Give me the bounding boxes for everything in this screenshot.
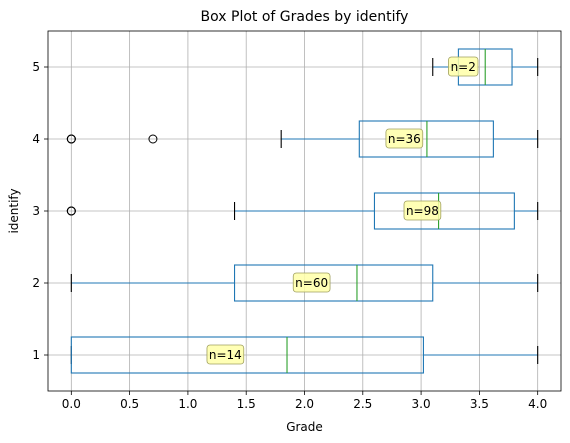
x-axis-label: Grade: [286, 420, 323, 434]
iqr-box: [373, 192, 515, 230]
outlier-point: [66, 206, 76, 216]
outlier-point: [66, 134, 76, 144]
y-tick-label: 5: [32, 60, 40, 74]
box-series: n=14 n=60 n=98 n=36 n=2: [66, 48, 539, 374]
x-tick-label: 2.5: [353, 397, 372, 411]
box-group-1: n=14: [70, 336, 539, 374]
iqr-box: [233, 264, 434, 302]
count-annotation-label: n=14: [209, 348, 242, 362]
box-group-5: n=2: [432, 48, 539, 86]
count-annotation-label: n=60: [295, 276, 328, 290]
count-annotation-box: [206, 344, 245, 365]
count-annotation-box: [403, 200, 442, 221]
y-tick-label: 1: [32, 348, 40, 362]
count-annotation-label: n=2: [451, 60, 476, 74]
x-tick-label: 1.5: [237, 397, 256, 411]
axis-ticks: 0.0 0.5 1.0 1.5 2.0 2.5 3.0 3.5 4.0 1 2 3 4 5: [32, 60, 547, 411]
x-tick-label: 3.5: [470, 397, 489, 411]
y-tick-label: 4: [32, 132, 40, 146]
chart-title: Box Plot of Grades by identify: [201, 9, 409, 25]
x-tick-label: 2.0: [295, 397, 314, 411]
box-group-4: n=36: [66, 120, 539, 158]
x-tick-label: 0.0: [62, 397, 81, 411]
count-annotation-label: n=36: [388, 132, 421, 146]
count-annotation-box: [448, 56, 479, 77]
y-tick-label: 2: [32, 276, 40, 290]
x-tick-label: 3.0: [412, 397, 431, 411]
y-tick-label: 3: [32, 204, 40, 218]
count-annotation-label: n=98: [406, 204, 439, 218]
count-annotation-box: [292, 272, 331, 293]
x-tick-label: 1.0: [178, 397, 197, 411]
box-group-2: n=60: [70, 264, 539, 302]
iqr-box: [70, 336, 424, 374]
iqr-box: [358, 120, 494, 158]
x-tick-label: 4.0: [528, 397, 547, 411]
box-group-3: n=98: [66, 192, 539, 230]
x-tick-label: 0.5: [120, 397, 139, 411]
outlier-point: [148, 134, 158, 144]
y-axis-label: identify: [7, 188, 21, 233]
count-annotation-box: [385, 128, 424, 149]
